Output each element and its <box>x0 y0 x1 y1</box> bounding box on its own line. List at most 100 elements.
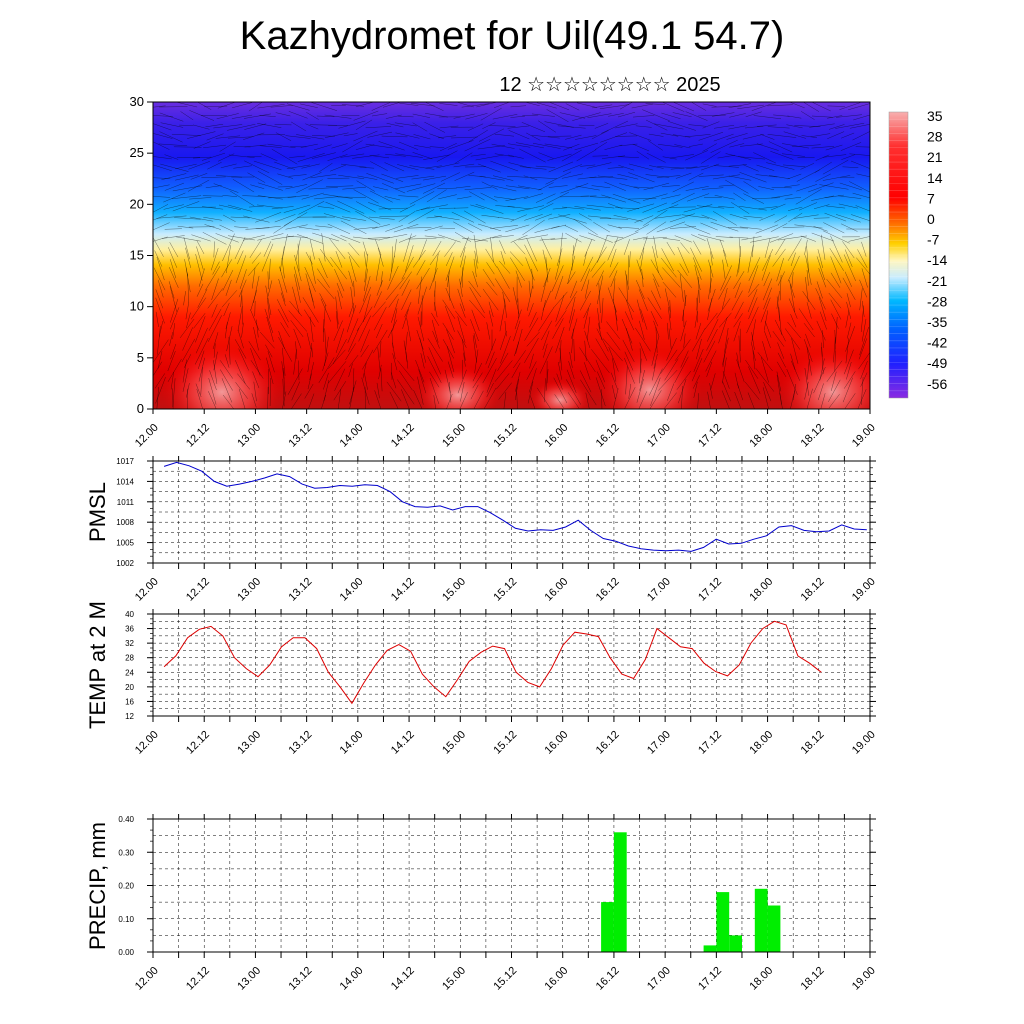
pmsl-xtick-label: 19.00 <box>850 576 878 604</box>
precip-panel: 0.00 0.10 0.20 0.30 0.40 12.00 12.12 13.00 13.12… <box>85 814 878 993</box>
temp-xtick-label: 13.12 <box>286 729 314 757</box>
colorbar-label: 21 <box>927 149 943 165</box>
page-title: Kazhydromet for Uil(49.1 54.7) <box>239 14 785 58</box>
precip-bar <box>613 832 627 952</box>
heat-xtick-label: 15.00 <box>440 422 468 450</box>
heat-xtick-label: 19.00 <box>850 422 878 450</box>
pmsl-xtick-label: 17.12 <box>696 576 724 604</box>
heat-ytick-label: 10 <box>130 299 144 314</box>
pmsl-ytick-label: 1005 <box>116 539 134 548</box>
heat-xtick-label: 13.00 <box>235 422 263 450</box>
colorbar-label: -42 <box>927 335 947 351</box>
colorbar-label: -35 <box>927 314 947 330</box>
heat-xtick-label: 15.12 <box>491 422 519 450</box>
heat-xtick-label: 17.12 <box>696 422 724 450</box>
heat-ytick-label: 25 <box>130 145 144 160</box>
precip-ytick-label: 0.10 <box>118 915 134 924</box>
precip-xtick-label: 13.12 <box>286 965 314 993</box>
precip-xtick-label: 16.00 <box>543 965 571 993</box>
heat-xtick-label: 12.12 <box>184 422 212 450</box>
temp-xtick-label: 12.12 <box>184 729 212 757</box>
heat-ytick-label: 20 <box>130 196 144 211</box>
heat-ytick-label: 5 <box>137 350 144 365</box>
heatmap-field <box>153 102 870 409</box>
precip-xtick-label: 17.00 <box>645 965 673 993</box>
colorbar-label: -49 <box>927 355 947 371</box>
colorbar-label: -7 <box>927 232 940 248</box>
colorbar-label: 14 <box>927 170 943 186</box>
heat-xtick-label: 13.12 <box>286 422 314 450</box>
heat-ytick-label: 30 <box>130 94 144 109</box>
temp-ylabel: TEMP at 2 M <box>85 601 110 729</box>
precip-xtick-label: 13.00 <box>235 965 263 993</box>
pmsl-xtick-label: 16.00 <box>543 576 571 604</box>
precip-bar <box>703 945 717 952</box>
temp-xtick-label: 16.00 <box>543 729 571 757</box>
pmsl-xtick-label: 13.00 <box>235 576 263 604</box>
warm-core <box>778 348 870 409</box>
temp-xtick-label: 14.12 <box>389 729 417 757</box>
precip-ylabel: PRECIP, mm <box>85 822 110 950</box>
precip-ytick-label: 0.30 <box>118 848 134 857</box>
pmsl-xtick-label: 13.12 <box>286 576 314 604</box>
precip-bars <box>601 832 781 952</box>
warm-core <box>416 365 500 409</box>
pmsl-axes: 1002 1005 1008 1011 1014 1017 12.00 12.12 13.00 1… <box>116 456 878 604</box>
temp-panel: 12 16 20 24 28 32 36 40 12.00 12.12 13.00 13.12 14.0… <box>85 601 878 757</box>
heatmap-panel: 0 5 10 15 20 25 30 12.00 12.12 13.00 13.12 14.00 14… <box>130 94 878 450</box>
heat-xtick-label: 17.00 <box>645 422 673 450</box>
pmsl-ylabel: PMSL <box>85 482 110 542</box>
colorbar-label: 7 <box>927 190 935 206</box>
precip-xtick-label: 15.00 <box>440 965 468 993</box>
temp-series-line <box>163 620 822 705</box>
precip-bar <box>716 892 730 952</box>
pmsl-xtick-label: 18.12 <box>799 576 827 604</box>
heat-xtick-label: 16.00 <box>543 422 571 450</box>
precip-xtick-label: 14.12 <box>389 965 417 993</box>
precip-bar <box>767 905 781 952</box>
temp-ytick-label: 36 <box>125 625 134 634</box>
temp-xtick-label: 15.12 <box>491 729 519 757</box>
temp-ytick-label: 32 <box>125 639 134 648</box>
pmsl-ytick-label: 1008 <box>116 518 134 527</box>
pmsl-ytick-label: 1014 <box>116 477 134 486</box>
pmsl-xtick-label: 12.00 <box>133 576 161 604</box>
heat-xtick-label: 12.00 <box>133 422 161 450</box>
colorbar: 35 28 21 14 7 0 -7 -14 -21 -28 -35 -42 -49 -56 <box>888 108 947 399</box>
colorbar-label: 35 <box>927 108 943 124</box>
pmsl-xtick-label: 16.12 <box>594 576 622 604</box>
precip-xtick-label: 18.00 <box>747 965 775 993</box>
precip-bar <box>601 902 614 952</box>
pmsl-xtick-label: 17.00 <box>645 576 673 604</box>
pmsl-series-line <box>163 461 867 552</box>
temp-xtick-label: 13.00 <box>235 729 263 757</box>
wind-streamlines <box>153 102 870 409</box>
pmsl-xtick-label: 15.00 <box>440 576 468 604</box>
precip-xtick-label: 12.12 <box>184 965 212 993</box>
pmsl-xtick-label: 12.12 <box>184 576 212 604</box>
precip-ytick-label: 0.00 <box>118 948 134 957</box>
page-subtitle: 12 ☆☆☆☆☆☆☆☆ 2025 <box>499 74 721 96</box>
pmsl-grid <box>152 461 871 563</box>
heat-xtick-label: 14.12 <box>389 422 417 450</box>
temp-xtick-label: 14.00 <box>338 729 366 757</box>
precip-ytick-label: 0.40 <box>118 815 134 824</box>
temp-ytick-label: 20 <box>125 683 134 692</box>
heatmap-y-axis: 0 5 10 15 20 25 30 <box>130 94 153 416</box>
pmsl-panel: 1002 1005 1008 1011 1014 1017 12.00 12.12 13.00 1… <box>85 456 878 604</box>
precip-xtick-label: 17.12 <box>696 965 724 993</box>
temp-ytick-label: 24 <box>125 668 134 677</box>
pmsl-xtick-label: 14.12 <box>389 576 417 604</box>
colorbar-labels: 35 28 21 14 7 0 -7 -14 -21 -28 -35 -42 -49 -56 <box>927 108 947 392</box>
precip-xtick-label: 12.00 <box>133 965 161 993</box>
temp-ytick-label: 40 <box>125 610 134 619</box>
temp-xtick-label: 17.12 <box>696 729 724 757</box>
warm-core <box>162 344 282 409</box>
temp-xtick-label: 17.00 <box>645 729 673 757</box>
colorbar-label: 0 <box>927 211 935 227</box>
colorbar-label: -14 <box>927 252 947 268</box>
heat-xtick-label: 18.12 <box>799 422 827 450</box>
pmsl-ytick-label: 1002 <box>116 559 134 568</box>
pmsl-xtick-label: 18.00 <box>747 576 775 604</box>
